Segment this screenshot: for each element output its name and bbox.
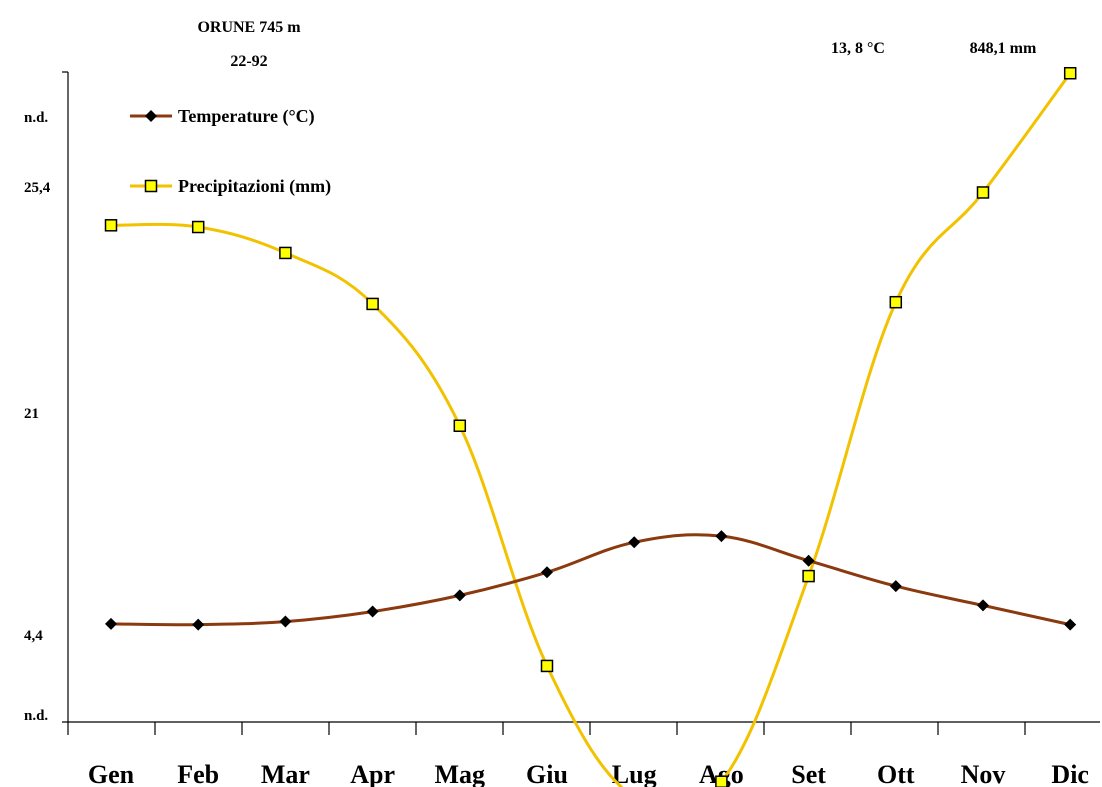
temperature-point [1064, 618, 1077, 631]
legend-item-precipitation: Precipitazioni (mm) [130, 176, 331, 197]
precipitation-point [1063, 66, 1077, 80]
precipitation-point [540, 659, 554, 673]
precipitation-point [889, 295, 903, 309]
x-tick-label: Apr [350, 760, 395, 787]
series-layer [104, 66, 1077, 787]
legend-precipitation-marker [144, 179, 158, 193]
temperature-line [110, 533, 1071, 627]
temperature-point [192, 618, 205, 631]
temperature-point [802, 554, 815, 567]
temperature-point [453, 589, 466, 602]
x-tick-label: Set [791, 760, 826, 787]
precipitation-point [279, 246, 292, 260]
legend-temperature-marker [145, 110, 157, 122]
y-tick-label: 4,4 [24, 628, 43, 644]
temperature-point [279, 615, 292, 628]
y-tick-label: 21 [24, 406, 39, 422]
precipitation-point [191, 220, 205, 234]
x-tick-label: Gen [88, 760, 135, 787]
x-tick-label: Mar [261, 760, 310, 787]
precipitation-point [802, 569, 815, 583]
precipitation-point [366, 297, 379, 311]
x-tick-label: Lug [612, 760, 657, 787]
station-title: ORUNE 745 m [197, 19, 301, 36]
temperature-point [977, 599, 989, 612]
x-tick-label: Giu [526, 760, 568, 787]
x-tick-label: Ott [877, 760, 915, 787]
x-tick-label: Mag [435, 760, 486, 787]
legend-item-temperature: Temperature (°C) [130, 106, 315, 127]
precipitation-point [715, 775, 728, 787]
x-tick-label: Nov [961, 760, 1006, 787]
precipitation-point [453, 419, 467, 432]
x-tick-label: Feb [177, 760, 219, 787]
x-tick-label: Dic [1051, 760, 1089, 787]
y-tick-label: n.d. [24, 110, 48, 126]
period-label: 22-92 [230, 53, 267, 70]
mean-temperature-label: 13, 8 °C [831, 40, 885, 57]
temperature-point [366, 605, 379, 618]
temperature-point [105, 617, 117, 630]
temperature-point [628, 536, 641, 549]
legend-temperature-label: Temperature (°C) [178, 106, 315, 127]
temperature-point [715, 530, 728, 543]
precipitation-line [110, 72, 1072, 787]
temperature-point [889, 580, 902, 593]
temperature-point [541, 566, 553, 579]
precipitation-point [976, 186, 990, 199]
total-precipitation-label: 848,1 mm [970, 40, 1037, 57]
legend-precipitation-label: Precipitazioni (mm) [178, 176, 331, 197]
legend: Temperature (°C) Precipitazioni (mm) [130, 106, 331, 197]
y-tick-label: n.d. [24, 708, 48, 724]
y-tick-label: 25,4 [24, 180, 51, 196]
precipitation-point [104, 219, 118, 232]
